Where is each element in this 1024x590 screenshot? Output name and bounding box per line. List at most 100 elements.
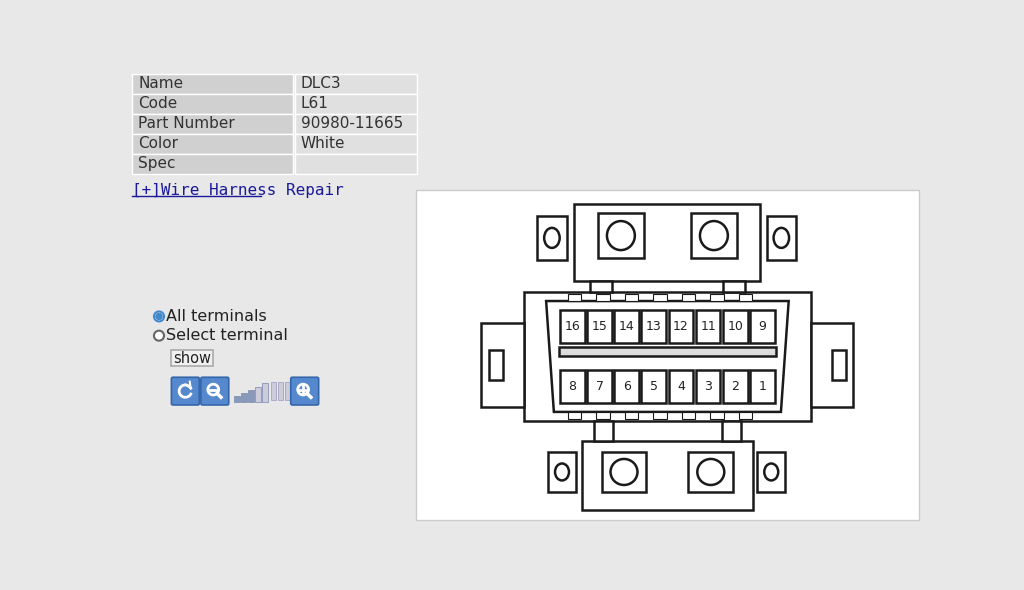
Text: White: White: [301, 136, 345, 152]
Text: [+]Wire Harness Repair: [+]Wire Harness Repair: [132, 183, 344, 198]
Bar: [295, 134, 417, 154]
Bar: [690, 213, 737, 258]
Bar: [723, 371, 748, 402]
FancyBboxPatch shape: [171, 377, 200, 405]
Bar: [625, 294, 638, 301]
Text: All terminals: All terminals: [166, 309, 266, 324]
Bar: [601, 452, 646, 492]
Bar: [574, 204, 761, 281]
Bar: [738, 412, 752, 419]
Bar: [723, 281, 744, 292]
Text: 8: 8: [568, 380, 577, 393]
Bar: [548, 452, 575, 492]
Bar: [653, 294, 667, 301]
Text: 6: 6: [623, 380, 631, 393]
Bar: [594, 421, 613, 441]
FancyBboxPatch shape: [201, 377, 228, 405]
Text: show: show: [173, 350, 211, 366]
Bar: [560, 310, 585, 343]
Bar: [723, 310, 748, 343]
Bar: [285, 382, 290, 401]
Text: Color: Color: [138, 136, 178, 152]
Bar: [295, 114, 417, 134]
Bar: [538, 215, 566, 260]
Bar: [614, 310, 639, 343]
Text: 1: 1: [759, 380, 766, 393]
Circle shape: [154, 330, 164, 340]
Text: L61: L61: [301, 96, 329, 112]
Text: Name: Name: [138, 76, 183, 91]
Bar: [625, 412, 638, 419]
Bar: [682, 412, 695, 419]
Bar: [558, 348, 776, 356]
Text: 90980-11665: 90980-11665: [301, 116, 403, 132]
Bar: [614, 371, 639, 402]
Bar: [171, 349, 213, 366]
Bar: [560, 371, 585, 402]
Bar: [710, 412, 724, 419]
Bar: [481, 323, 524, 407]
Bar: [722, 421, 741, 441]
Bar: [767, 215, 796, 260]
Text: 15: 15: [592, 320, 607, 333]
Text: 3: 3: [705, 380, 712, 393]
Bar: [417, 190, 919, 520]
Bar: [641, 371, 667, 402]
Bar: [596, 412, 609, 419]
Bar: [524, 292, 811, 421]
Bar: [132, 74, 293, 94]
Bar: [695, 310, 721, 343]
Bar: [590, 281, 611, 292]
Bar: [587, 310, 612, 343]
Text: Code: Code: [138, 96, 177, 112]
Bar: [811, 323, 853, 407]
Bar: [669, 371, 693, 402]
Bar: [598, 213, 644, 258]
Bar: [568, 412, 582, 419]
Bar: [682, 294, 695, 301]
Text: 5: 5: [650, 380, 657, 393]
Bar: [831, 349, 846, 381]
Text: Part Number: Part Number: [138, 116, 234, 132]
Bar: [132, 94, 293, 114]
Bar: [583, 441, 753, 510]
Bar: [669, 310, 693, 343]
Bar: [596, 294, 609, 301]
Bar: [132, 154, 293, 174]
Text: Select terminal: Select terminal: [166, 328, 288, 343]
Text: DLC3: DLC3: [301, 76, 341, 91]
Bar: [750, 310, 775, 343]
Bar: [641, 310, 667, 343]
Bar: [295, 94, 417, 114]
Bar: [587, 371, 612, 402]
Bar: [270, 382, 276, 401]
Bar: [738, 294, 752, 301]
Bar: [568, 294, 582, 301]
Bar: [295, 74, 417, 94]
Bar: [489, 349, 503, 381]
Bar: [234, 396, 240, 402]
Text: 13: 13: [646, 320, 662, 333]
Text: 2: 2: [731, 380, 739, 393]
FancyBboxPatch shape: [291, 377, 318, 405]
Bar: [132, 134, 293, 154]
Text: 14: 14: [618, 320, 635, 333]
Circle shape: [154, 312, 164, 322]
Bar: [295, 154, 417, 174]
Bar: [750, 371, 775, 402]
Text: 9: 9: [759, 320, 766, 333]
Polygon shape: [546, 301, 788, 412]
Text: 4: 4: [677, 380, 685, 393]
Text: 12: 12: [673, 320, 689, 333]
Text: Spec: Spec: [138, 156, 175, 172]
Bar: [241, 393, 247, 402]
Bar: [255, 386, 260, 402]
Bar: [132, 114, 293, 134]
Text: 16: 16: [564, 320, 581, 333]
Text: 10: 10: [727, 320, 743, 333]
Text: 11: 11: [700, 320, 716, 333]
Bar: [653, 412, 667, 419]
Bar: [688, 452, 733, 492]
Bar: [248, 389, 254, 402]
Bar: [758, 452, 785, 492]
